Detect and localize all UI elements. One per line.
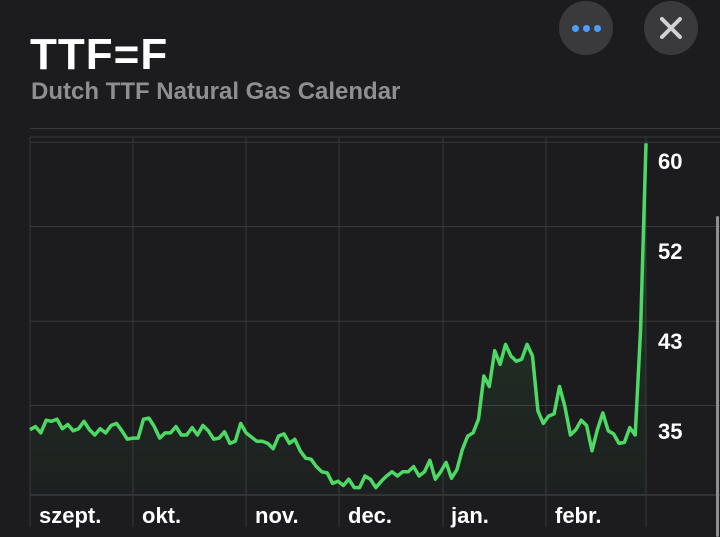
y-tick-label: 43 xyxy=(658,329,683,354)
close-button[interactable] xyxy=(644,1,698,55)
x-tick-label: okt. xyxy=(142,503,182,528)
y-tick-label: 52 xyxy=(658,239,683,264)
x-tick-label: febr. xyxy=(555,503,602,528)
x-tick-label: szept. xyxy=(39,503,102,528)
x-tick-label: dec. xyxy=(348,503,393,528)
y-tick-label: 60 xyxy=(658,149,683,174)
price-line xyxy=(29,143,648,490)
header-divider xyxy=(30,128,720,129)
more-icon xyxy=(571,24,601,32)
x-tick-label: nov. xyxy=(255,503,299,528)
x-tick-label: jan. xyxy=(451,503,489,528)
more-button[interactable] xyxy=(559,1,613,55)
y-tick-label: 35 xyxy=(658,419,683,444)
price-area xyxy=(30,143,646,496)
scrollbar[interactable] xyxy=(716,216,719,537)
instrument-name: Dutch TTF Natural Gas Calendar xyxy=(31,78,401,105)
close-icon xyxy=(660,17,682,39)
ticker-title: TTF=F xyxy=(30,30,169,79)
